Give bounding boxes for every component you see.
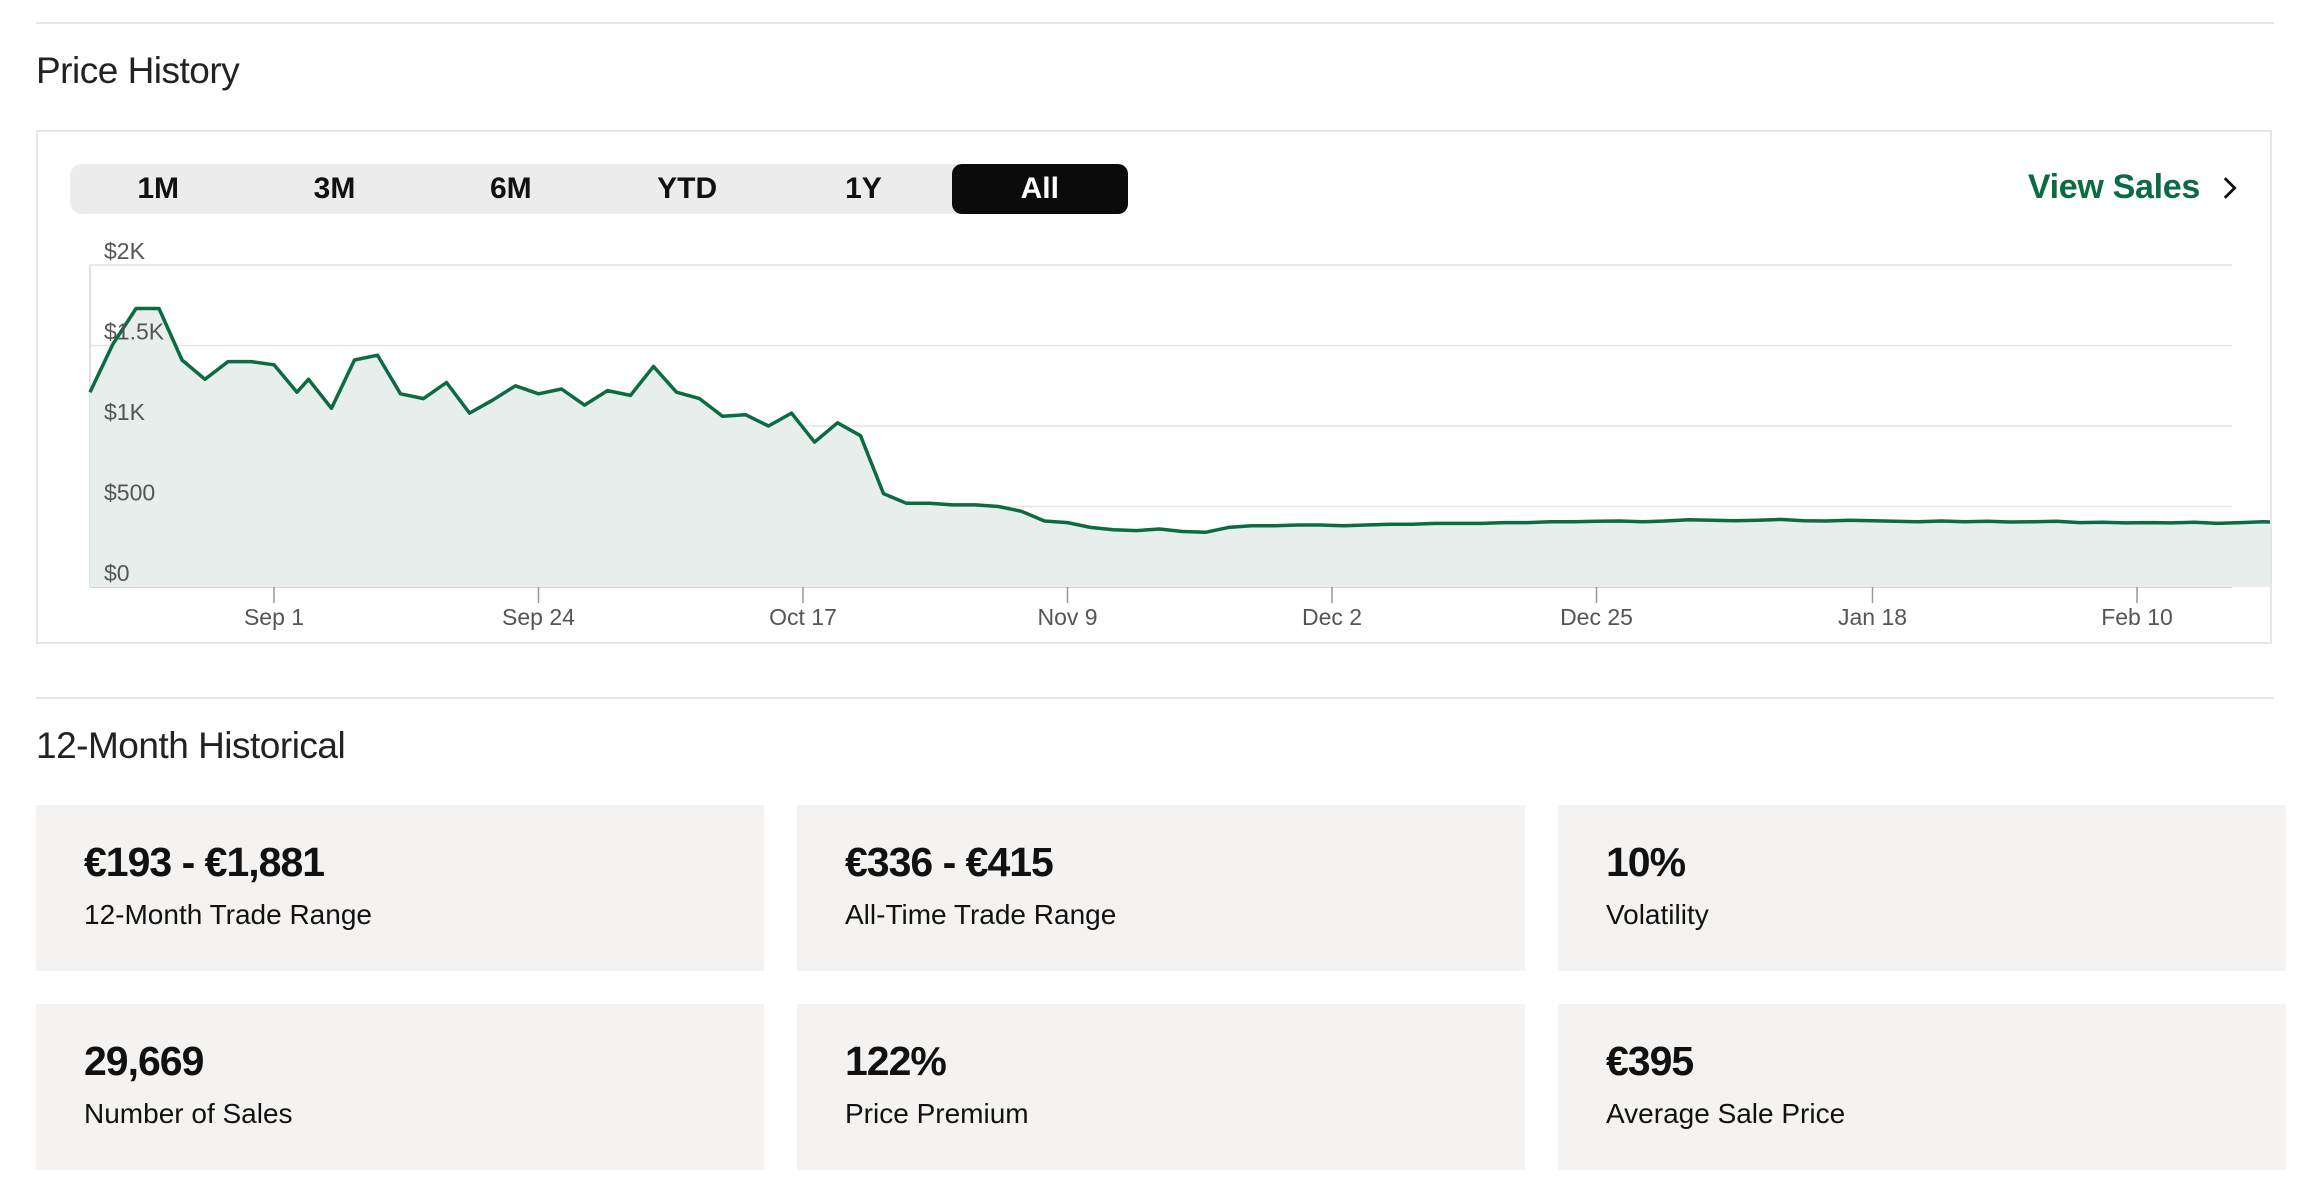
price-history-title: Price History [36, 50, 240, 91]
tab-ytd[interactable]: YTD [657, 172, 718, 205]
x-tick-label: Nov 9 [1037, 604, 1097, 630]
chart-y-axis: $0 $500 $1K $1.5K $2K [104, 238, 165, 586]
tab-3m[interactable]: 3M [313, 172, 356, 205]
view-sales-link[interactable]: View Sales [2028, 168, 2246, 207]
stat-card-price-premium: 122% Price Premium [797, 1004, 1525, 1170]
stat-card-volatility: 10% Volatility [1558, 805, 2286, 971]
chart-area-fill [90, 308, 2270, 587]
y-tick-label: $0 [104, 560, 130, 586]
time-range-tabs: 1M 3M 6M YTD 1Y All [70, 164, 1128, 214]
stat-card-all-time-range: €336 - €415 All-Time Trade Range [797, 805, 1525, 971]
historical-title: 12-Month Historical [36, 725, 346, 766]
chevron-right-icon [2223, 176, 2237, 199]
x-tick-label: Jan 18 [1838, 604, 1907, 630]
y-tick-label: $2K [104, 238, 146, 264]
x-tick-label: Oct 17 [769, 604, 837, 630]
y-tick-label: $1K [104, 399, 146, 425]
section-divider [36, 697, 2274, 699]
chart-x-axis: Sep 1 Sep 24 Oct 17 Nov 9 Dec 2 Dec 25 Jan 18 F… [244, 587, 2173, 630]
stat-label: Average Sale Price [1606, 1098, 1846, 1129]
chart-price-line [88, 306, 2270, 535]
stat-label: Volatility [1606, 899, 1709, 930]
tab-6m[interactable]: 6M [489, 172, 532, 205]
stat-card-12-month-range: €193 - €1,881 12-Month Trade Range [36, 805, 764, 971]
stat-label: Price Premium [845, 1098, 1029, 1129]
tab-1y[interactable]: 1Y [845, 172, 882, 205]
stat-label: Number of Sales [84, 1098, 293, 1129]
stat-label: 12-Month Trade Range [84, 899, 372, 930]
stat-value: 122% [845, 1038, 947, 1084]
stat-value: 29,669 [84, 1038, 204, 1084]
stat-card-average-sale-price: €395 Average Sale Price [1558, 1004, 2286, 1170]
price-history-card: 1M 3M 6M YTD 1Y All View Sales $0 $500 $1K… [36, 130, 2272, 644]
x-tick-label: Dec 25 [1560, 604, 1633, 630]
stat-value: €395 [1606, 1038, 1694, 1084]
y-tick-label: $500 [104, 480, 155, 506]
price-history-chart: $0 $500 $1K $1.5K $2K Sep 1 Sep 24 Oct 17 Nov 9… [88, 238, 2270, 630]
top-divider [36, 22, 2274, 24]
view-sales-label: View Sales [2027, 168, 2200, 206]
x-tick-label: Dec 2 [1302, 604, 1362, 630]
tab-all[interactable]: All [951, 164, 1128, 214]
stat-value: €336 - €415 [845, 839, 1054, 885]
x-tick-label: Feb 10 [2101, 604, 2173, 630]
stat-card-number-of-sales: 29,669 Number of Sales [36, 1004, 764, 1170]
tab-1m[interactable]: 1M [137, 172, 179, 205]
stat-value: €193 - €1,881 [84, 839, 325, 885]
stat-label: All-Time Trade Range [845, 899, 1117, 930]
x-tick-label: Sep 1 [244, 604, 304, 630]
stat-value: 10% [1606, 839, 1686, 885]
x-tick-label: Sep 24 [502, 604, 575, 630]
y-tick-label: $1.5K [104, 319, 165, 345]
